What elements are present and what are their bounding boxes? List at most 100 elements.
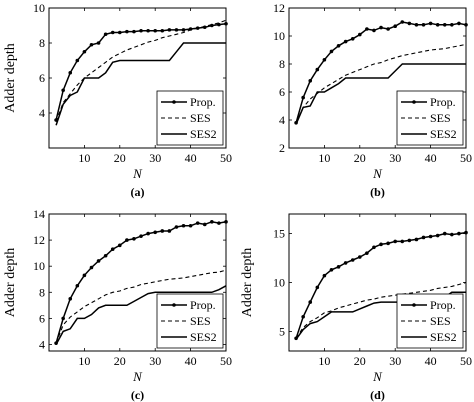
data-point: [329, 49, 334, 54]
series-line-ses: [55, 19, 227, 122]
x-tick-label: 40: [425, 354, 437, 368]
data-point: [139, 234, 143, 238]
data-point: [181, 28, 186, 32]
data-point: [96, 41, 101, 45]
y-tick-label: 10: [33, 1, 45, 15]
data-point: [61, 316, 65, 321]
data-point: [343, 261, 348, 265]
data-point: [153, 28, 157, 33]
legend-label: SES: [190, 314, 211, 328]
y-tick-label: 12: [273, 1, 285, 15]
data-point: [322, 58, 327, 62]
data-point: [414, 237, 419, 242]
legend-marker: [172, 303, 176, 307]
y-tick-label: 6: [279, 85, 285, 99]
series-line-ses2: [55, 42, 226, 126]
data-point: [400, 20, 405, 24]
legend-label: Prop.: [430, 298, 456, 312]
data-point: [308, 300, 313, 304]
data-point: [428, 21, 433, 26]
plot-frame: [288, 7, 467, 149]
data-point: [393, 239, 398, 244]
y-tick-label: 8: [39, 36, 45, 50]
data-point: [301, 95, 305, 100]
data-point: [146, 28, 150, 33]
plot-frame: [288, 213, 467, 352]
legend-marker: [172, 100, 176, 104]
data-point: [103, 32, 108, 37]
x-tick-label: 30: [149, 151, 161, 165]
data-point: [435, 233, 440, 238]
x-tick-label: 10: [318, 354, 330, 368]
y-tick-label: 8: [39, 285, 45, 299]
x-tick-label: 20: [114, 151, 126, 165]
x-axis-label: N: [132, 166, 143, 181]
y-tick-label: 2: [279, 141, 285, 155]
panel-label: (d): [370, 388, 385, 402]
data-point: [132, 236, 136, 241]
x-tick-label: 40: [425, 151, 437, 165]
series-line-ses: [295, 43, 467, 124]
x-tick-label: 50: [220, 354, 232, 368]
y-tick-label: 6: [39, 71, 45, 85]
data-point: [103, 253, 108, 258]
data-point: [301, 314, 305, 319]
data-point: [350, 37, 355, 41]
data-point: [343, 39, 348, 44]
data-point: [407, 238, 412, 243]
data-point: [450, 23, 454, 27]
x-axis-label: N: [372, 369, 383, 384]
data-point: [407, 21, 412, 26]
data-point: [315, 285, 320, 290]
data-point: [421, 235, 426, 240]
data-point: [386, 241, 390, 246]
data-point: [350, 258, 355, 262]
legend-label: SES2: [190, 330, 217, 344]
data-point: [139, 28, 143, 33]
data-point: [61, 88, 65, 93]
x-tick-label: 20: [354, 151, 366, 165]
y-tick-label: 4: [39, 106, 45, 120]
x-tick-label: 10: [318, 151, 330, 165]
data-point: [160, 28, 165, 33]
data-point: [153, 230, 157, 235]
data-point: [400, 239, 405, 244]
data-point: [308, 79, 313, 83]
chart-panel-1: 10 20 30 40 50 4 6 8 10 Prop. SES SES2 N Adder depth (…: [3, 1, 232, 199]
x-tick-label: 50: [220, 151, 232, 165]
data-point: [195, 221, 200, 225]
y-axis-label: Adder depth: [240, 248, 255, 318]
x-tick-label: 20: [354, 354, 366, 368]
y-tick-label: 5: [279, 324, 285, 338]
data-point: [386, 27, 390, 31]
data-point: [118, 243, 122, 248]
data-point: [110, 247, 115, 252]
data-point: [372, 245, 376, 250]
x-tick-label: 20: [114, 354, 126, 368]
data-point: [457, 21, 461, 26]
data-point: [132, 29, 136, 34]
y-tick-label: 10: [273, 29, 285, 43]
series-line-ses2: [295, 63, 466, 125]
x-tick-label: 50: [460, 354, 472, 368]
chart-panel-3: 10 20 30 40 50 4 6 8 10 12 14 Prop. SES SES2 N Adder de…: [3, 207, 232, 402]
data-point: [372, 28, 376, 33]
x-axis-label: N: [132, 369, 143, 384]
plot-frame: [48, 7, 227, 149]
legend-label: SES: [190, 111, 211, 125]
data-point: [174, 28, 179, 32]
x-tick-label: 30: [149, 354, 161, 368]
data-point: [217, 221, 221, 225]
data-point: [75, 58, 80, 63]
x-tick-label: 10: [78, 151, 90, 165]
legend-marker: [412, 100, 416, 104]
data-point: [174, 225, 179, 229]
y-axis-label: Adder depth: [3, 43, 18, 113]
y-tick-label: 12: [33, 233, 45, 247]
data-point: [442, 23, 447, 27]
x-tick-label: 30: [389, 151, 401, 165]
legend-label: SES2: [430, 127, 457, 141]
data-point: [82, 273, 87, 278]
data-point: [336, 265, 341, 269]
